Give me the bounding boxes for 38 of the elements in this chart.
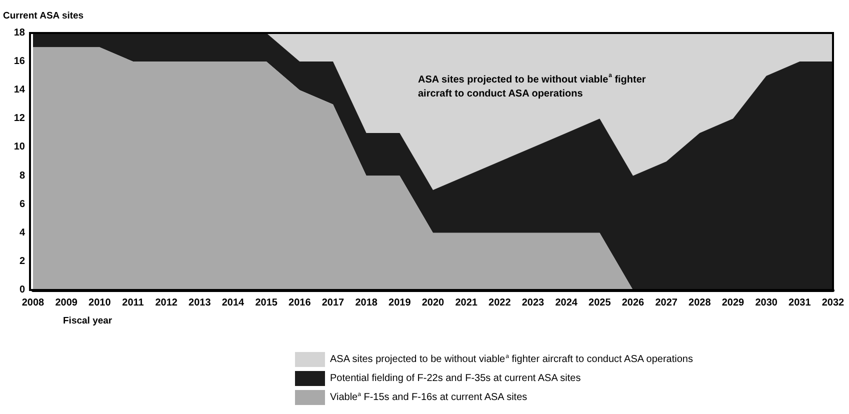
x-tick-label: 2008 xyxy=(22,298,45,308)
y-tick-label: 10 xyxy=(14,142,26,153)
y-tick-label: 6 xyxy=(19,198,26,210)
legend-label: Potential fielding of F-22s and F-35s at current ASA sites xyxy=(330,373,581,384)
x-tick-label: 2031 xyxy=(788,298,812,308)
x-tick-label: 2028 xyxy=(688,298,712,308)
x-tick-label: 2029 xyxy=(722,298,745,308)
x-tick-label: 2024 xyxy=(555,298,578,308)
x-tick-label: 2025 xyxy=(588,298,612,308)
y-axis-title: Current ASA sites xyxy=(3,10,84,22)
x-tick-label: 2023 xyxy=(522,298,545,308)
y-tick-label: 8 xyxy=(19,170,26,182)
x-tick-label: 2016 xyxy=(288,298,312,308)
x-axis-title: Fiscal year xyxy=(63,316,112,326)
y-tick-label: 2 xyxy=(19,256,26,267)
y-tick-label: 12 xyxy=(14,113,26,124)
x-tick-label: 2018 xyxy=(355,298,378,308)
x-tick-label: 2009 xyxy=(55,298,78,308)
y-tick-label: 0 xyxy=(19,284,26,296)
x-tick-label: 2012 xyxy=(155,298,178,308)
x-tick-label: 2013 xyxy=(188,298,212,308)
x-tick-label: 2019 xyxy=(388,298,412,308)
x-tick-label: 2027 xyxy=(655,298,678,308)
x-tick-label: 2015 xyxy=(255,298,278,308)
x-tick-label: 2021 xyxy=(455,298,478,308)
x-tick-label: 2020 xyxy=(422,298,445,308)
y-tick-label: 4 xyxy=(19,227,26,238)
x-tick-label: 2030 xyxy=(755,298,778,308)
x-tick-label: 2032 xyxy=(822,298,845,308)
y-tick-label: 16 xyxy=(14,56,26,68)
y-tick-label: 14 xyxy=(14,84,26,96)
y-tick-label: 18 xyxy=(14,28,26,38)
x-tick-label: 2014 xyxy=(222,298,245,308)
x-tick-label: 2010 xyxy=(88,298,112,308)
x-tick-label: 2017 xyxy=(322,298,345,308)
x-tick-label: 2022 xyxy=(488,298,512,308)
x-tick-label: 2011 xyxy=(122,298,144,308)
x-tick-label: 2026 xyxy=(622,298,645,308)
